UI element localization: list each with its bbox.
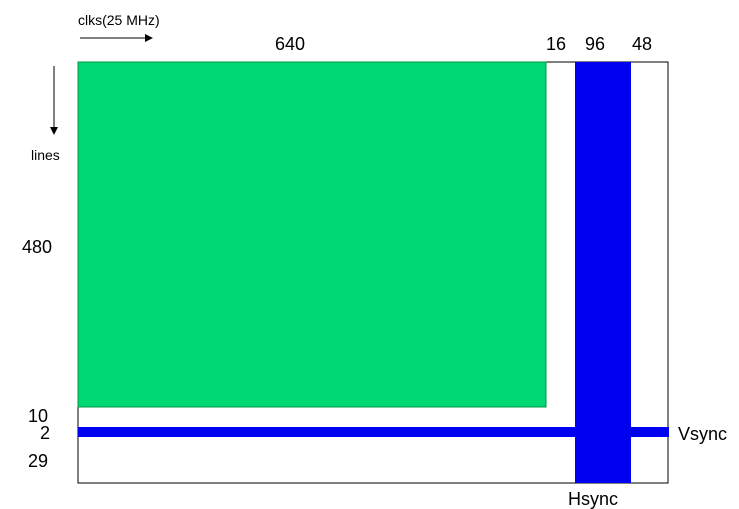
v-back-porch-label: 29 <box>28 451 48 471</box>
h-front-porch-label: 16 <box>546 34 566 54</box>
h-back-porch-label: 48 <box>632 34 652 54</box>
h-visible-label: 640 <box>275 34 305 54</box>
hsync-band <box>575 62 631 483</box>
v-front-porch-label: 10 <box>28 406 48 426</box>
vsync-label: Vsync <box>678 424 727 444</box>
h-sync-label: 96 <box>585 34 605 54</box>
v-visible-label: 480 <box>22 237 52 257</box>
vertical-axis-label: lines <box>31 147 60 163</box>
vsync-band <box>78 427 669 437</box>
visible-area <box>77 61 547 408</box>
hsync-label: Hsync <box>568 489 618 509</box>
horizontal-axis-label: clks(25 MHz) <box>78 12 160 28</box>
v-sync-label: 2 <box>40 423 50 443</box>
